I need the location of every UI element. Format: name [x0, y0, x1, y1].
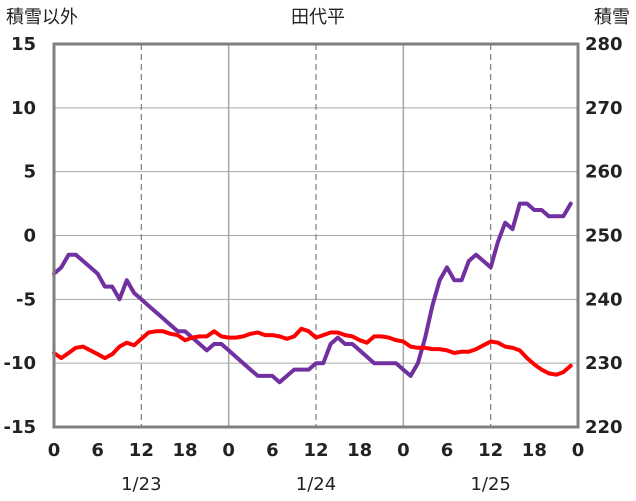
date-labels: 1/23 1/24 1/25 [121, 474, 511, 495]
x-tick-label: 0 [397, 440, 410, 461]
right-tick-label: 240 [585, 289, 623, 310]
date-label: 1/23 [121, 474, 161, 495]
x-tick-label: 6 [91, 440, 104, 461]
right-tick-label: 270 [585, 98, 623, 119]
x-tick-label: 12 [129, 440, 154, 461]
x-tick-label: 6 [266, 440, 279, 461]
right-axis-title: 積雪 [594, 7, 630, 28]
left-tick-label: 15 [11, 34, 36, 55]
right-tick-label: 250 [585, 226, 623, 247]
date-label: 1/24 [296, 474, 336, 495]
left-tick-label: -15 [3, 417, 36, 438]
plot-frame [52, 42, 580, 429]
x-tick-label: 12 [303, 440, 328, 461]
right-tick-label: 220 [585, 417, 623, 438]
x-tick-label: 0 [48, 440, 61, 461]
right-tick-labels: 280 270 260 250 240 230 220 [585, 34, 623, 438]
x-tick-label: 18 [347, 440, 372, 461]
left-tick-labels: 15 10 5 0 -5 -10 -15 [3, 34, 36, 438]
x-tick-labels: 0 6 12 18 0 6 12 18 0 6 12 18 0 [48, 440, 585, 461]
left-tick-label: -10 [3, 353, 36, 374]
x-tick-label: 0 [572, 440, 585, 461]
x-tick-label: 6 [441, 440, 454, 461]
date-label: 1/25 [470, 474, 510, 495]
left-tick-label: 10 [11, 98, 36, 119]
left-axis-title: 積雪以外 [6, 7, 78, 28]
chart-title: 田代平 [291, 7, 345, 28]
right-tick-label: 260 [585, 162, 623, 183]
right-tick-label: 280 [585, 34, 623, 55]
right-tick-label: 230 [585, 353, 623, 374]
series-line-1 [52, 326, 573, 377]
left-tick-label: 5 [23, 162, 36, 183]
series-line-0 [52, 201, 573, 385]
x-tick-label: 18 [522, 440, 547, 461]
x-tick-label: 18 [172, 440, 197, 461]
x-tick-label: 0 [222, 440, 235, 461]
series-lines [52, 201, 573, 385]
left-tick-label: -5 [16, 289, 36, 310]
x-tick-label: 12 [478, 440, 503, 461]
left-tick-label: 0 [23, 226, 36, 247]
